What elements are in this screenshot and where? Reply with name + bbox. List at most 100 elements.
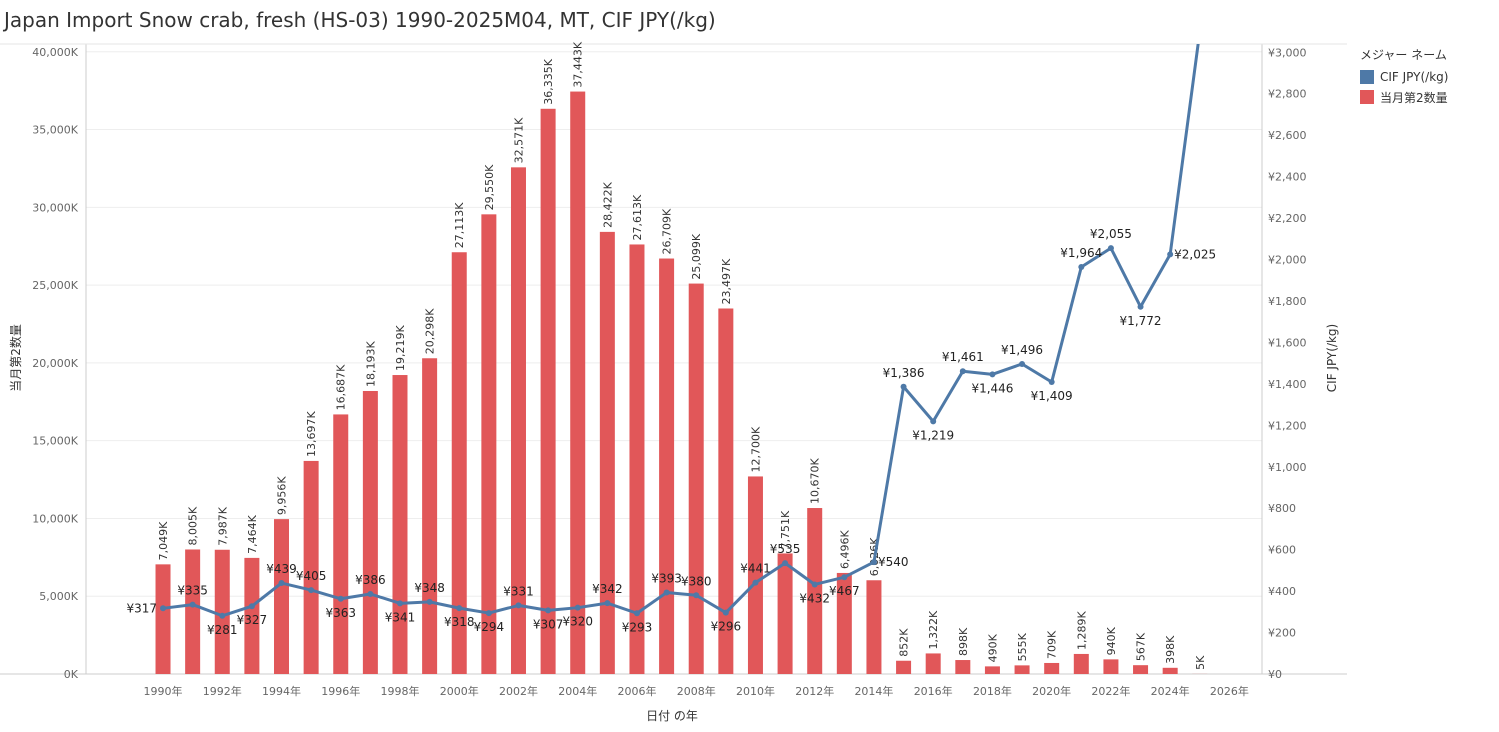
price-value-label: ¥317: [126, 601, 157, 615]
price-point: [811, 581, 818, 588]
bar-value-label: 10,670K: [809, 458, 822, 504]
bar: [1014, 665, 1030, 674]
price-value-label: ¥1,461: [942, 350, 984, 364]
bar: [481, 214, 497, 675]
price-point: [160, 605, 167, 612]
price-value-label: ¥331: [503, 584, 534, 598]
price-value-label: ¥439: [266, 562, 297, 576]
line-series: [160, 44, 1200, 619]
price-point: [752, 579, 759, 586]
bar: [274, 519, 290, 674]
left-tick-label: 10,000K: [32, 512, 78, 525]
price-point: [782, 560, 789, 567]
legend-item-quantity[interactable]: 当月第2数量: [1360, 87, 1448, 107]
left-tick-label: 40,000K: [32, 46, 78, 59]
price-point: [1078, 263, 1085, 270]
right-tick-label: ¥1,200: [1268, 419, 1307, 432]
x-tick-label: 2020年: [1032, 684, 1071, 698]
bar: [807, 508, 823, 674]
right-tick-label: ¥2,800: [1268, 88, 1307, 101]
x-tick-label: 2014年: [854, 684, 893, 698]
bar: [1103, 659, 1119, 674]
right-tick-label: ¥1,600: [1268, 336, 1307, 349]
price-point: [574, 604, 581, 611]
price-value-label: ¥393: [651, 572, 682, 586]
x-tick-label: 1990年: [144, 684, 183, 698]
bar-value-label: 7,751K: [779, 510, 792, 549]
price-point: [693, 592, 700, 599]
x-tick-label: 2024年: [1151, 684, 1190, 698]
right-tick-label: ¥200: [1268, 627, 1296, 640]
bar: [185, 549, 201, 674]
price-value-label: ¥348: [414, 581, 445, 595]
bar: [362, 390, 378, 674]
x-tick-label: 2012年: [795, 684, 834, 698]
price-value-label: ¥432: [799, 591, 830, 605]
price-value-label: ¥296: [711, 620, 742, 634]
bar-value-label: 25,099K: [690, 233, 703, 279]
bar-value-label: 36,335K: [542, 58, 555, 104]
right-tick-label: ¥1,400: [1268, 378, 1307, 391]
bar-value-label: 37,443K: [572, 41, 585, 87]
bar-value-label: 16,687K: [335, 364, 348, 410]
price-value-label: ¥1,219: [912, 428, 954, 442]
price-point: [219, 612, 226, 619]
bar: [1044, 662, 1060, 674]
right-tick-label: ¥3,000: [1268, 46, 1307, 59]
bar: [540, 108, 556, 675]
price-value-label: ¥1,386: [883, 366, 925, 380]
bar-value-label: 555K: [1016, 632, 1029, 661]
right-tick-label: ¥0: [1268, 668, 1282, 681]
ticks: 0K 5,000K 10,000K 15,000K 20,000K 25,000K 30,0…: [32, 46, 1306, 698]
price-point: [456, 605, 463, 612]
price-point: [959, 368, 966, 375]
price-value-label: ¥535: [770, 542, 801, 556]
legend-item-price[interactable]: CIF JPY(/kg): [1360, 67, 1448, 87]
bar-value-label: 1,289K: [1075, 610, 1088, 649]
price-point: [337, 595, 344, 602]
price-point: [278, 580, 285, 587]
bar-value-label: 29,550K: [483, 164, 496, 210]
bar: [659, 258, 675, 674]
price-point: [426, 598, 433, 605]
left-tick-label: 20,000K: [32, 357, 78, 370]
right-tick-label: ¥400: [1268, 585, 1296, 598]
bar: [599, 231, 615, 674]
bar-value-label: 32,571K: [512, 117, 525, 163]
price-value-label: ¥293: [622, 620, 653, 634]
left-y-axis-label: 当月第2数量: [8, 324, 23, 392]
right-tick-label: ¥2,400: [1268, 171, 1307, 184]
left-tick-label: 25,000K: [32, 279, 78, 292]
bar-value-label: 19,219K: [394, 325, 407, 371]
price-value-label: ¥380: [681, 574, 712, 588]
bar: [1073, 653, 1089, 674]
bar-labels: 7,049K 8,005K 7,987K 7,464K 9,956K 13,697K 16,…: [157, 41, 1207, 670]
bar: [1162, 667, 1178, 674]
bar: [866, 580, 882, 674]
bar: [451, 252, 467, 674]
bar: [214, 549, 230, 674]
legend-swatch-price: [1360, 70, 1374, 84]
bar-value-label: 940K: [1105, 626, 1118, 655]
bar: [422, 358, 438, 674]
right-tick-label: ¥800: [1268, 502, 1296, 515]
legend-swatch-quantity: [1360, 90, 1374, 104]
right-tick-label: ¥1,000: [1268, 461, 1307, 474]
legend-label-price: CIF JPY(/kg): [1380, 70, 1449, 84]
price-point: [989, 371, 996, 378]
right-tick-label: ¥2,600: [1268, 129, 1307, 142]
bar-value-label: 490K: [986, 633, 999, 662]
price-point: [1019, 360, 1026, 367]
price-point: [1107, 245, 1114, 252]
right-tick-label: ¥600: [1268, 544, 1296, 557]
price-point: [722, 609, 729, 616]
bar: [570, 91, 586, 674]
bar-value-label: 8,005K: [187, 506, 200, 545]
left-tick-label: 15,000K: [32, 435, 78, 448]
price-value-label: ¥405: [296, 569, 327, 583]
bar: [688, 283, 704, 674]
bar: [836, 572, 852, 674]
left-tick-label: 35,000K: [32, 124, 78, 137]
x-tick-label: 1992年: [203, 684, 242, 698]
right-y-axis-label: CIF JPY(/kg): [1325, 324, 1339, 392]
